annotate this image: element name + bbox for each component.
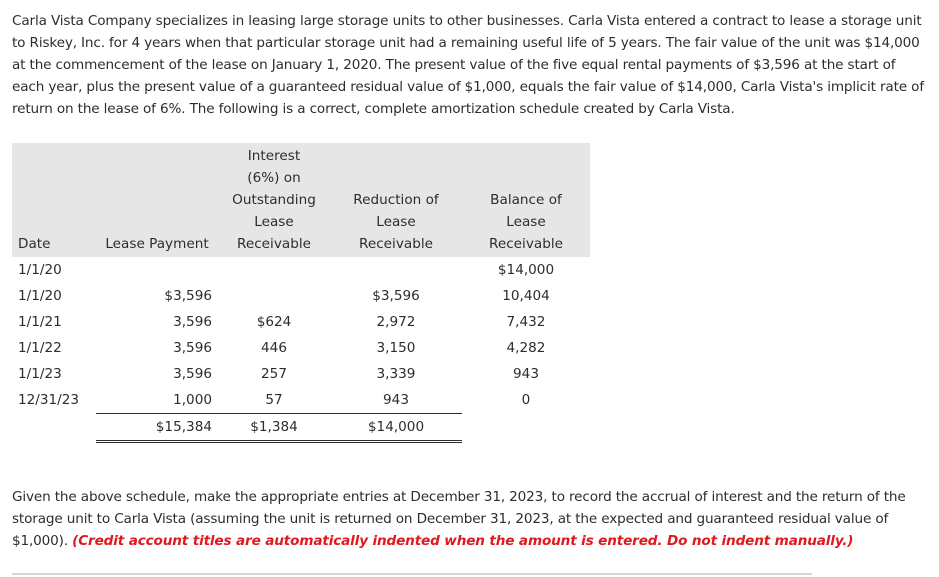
cell-reduction: 3,150 [376,340,416,356]
header-interest-line: Interest [247,148,301,164]
header-interest: Interest (6%) on Outstanding Lease Recei… [218,143,330,257]
header-date: Date [12,143,96,257]
cell-payment: 3,596 [173,314,212,330]
cell-interest: 57 [218,387,330,414]
header-reduction-line: Reduction of [353,192,439,208]
question-text: Given the above schedule, make the appro… [12,486,927,552]
cell-reduction: 943 [330,387,462,414]
cell-balance: $14,000 [497,262,555,278]
cell-reduction [330,257,462,283]
problem-intro: Carla Vista Company specializes in leasi… [12,13,924,117]
cell-balance: 7,432 [506,314,546,330]
header-reduction-line: Receivable [359,236,433,252]
table-row: 1/1/23 3,596 257 3,339 943 [12,361,590,387]
table-row: 12/31/23 1,000 57 943 0 [12,387,590,414]
table-row: 1/1/20 $14,000 [12,257,590,283]
total-reduction: $14,000 [330,413,462,443]
header-reduction-line: Lease [376,214,416,230]
header-interest-line: Outstanding [232,192,316,208]
cell-reduction: $3,596 [372,288,420,304]
cell-interest: 446 [261,340,287,356]
table-row: 1/1/20 $3,596 $3,596 10,404 [12,283,590,309]
table-row: 1/1/22 3,596 446 3,150 4,282 [12,335,590,361]
cell-reduction: 2,972 [376,314,416,330]
cell-payment [96,257,218,283]
totals-row: $15,384 $1,384 $14,000 [12,413,590,443]
cell-date: 1/1/20 [18,262,62,278]
cell-payment: $3,596 [164,288,212,304]
amortization-schedule: Date Lease Payment Interest (6%) on Outs… [12,143,590,443]
cell-interest: $624 [256,314,292,330]
cell-balance: 0 [521,392,531,409]
cell-payment: 3,596 [173,340,212,356]
cell-date: 1/1/23 [18,366,62,382]
cell-reduction: 3,339 [376,366,416,382]
cell-payment: 1,000 [96,387,218,414]
header-balance-line: Lease [506,214,546,230]
header-balance: Balance of Lease Receivable [462,143,590,257]
header-lease-payment: Lease Payment [96,143,218,257]
header-interest-line: (6%) on [247,170,301,186]
cell-balance: 4,282 [506,340,546,356]
cell-date: 1/1/21 [18,314,62,330]
cell-payment: 3,596 [173,366,212,382]
cell-balance: 943 [513,366,539,382]
cell-balance: 10,404 [502,288,550,304]
cell-date: 12/31/23 [18,392,80,409]
cell-interest: 257 [261,366,287,382]
header-reduction: Reduction of Lease Receivable [330,143,462,257]
cell-empty [462,414,590,442]
header-interest-line: Receivable [237,236,311,252]
question-body: Given the above schedule, make the appro… [12,489,906,549]
cell-date: 1/1/22 [18,340,62,356]
cell-date: 1/1/20 [18,288,62,304]
header-interest-line: Lease [254,214,294,230]
header-balance-line: Receivable [489,236,563,252]
cell-interest [218,283,330,309]
table-header-row: Date Lease Payment Interest (6%) on Outs… [12,143,590,257]
divider [12,573,812,575]
cell-interest [218,257,330,283]
cell-empty [12,414,96,442]
total-payment: $15,384 [96,413,218,443]
total-interest: $1,384 [218,413,330,443]
table-row: 1/1/21 3,596 $624 2,972 7,432 [12,309,590,335]
question-note: (Credit account titles are automatically… [72,533,854,549]
header-balance-line: Balance of [490,192,562,208]
